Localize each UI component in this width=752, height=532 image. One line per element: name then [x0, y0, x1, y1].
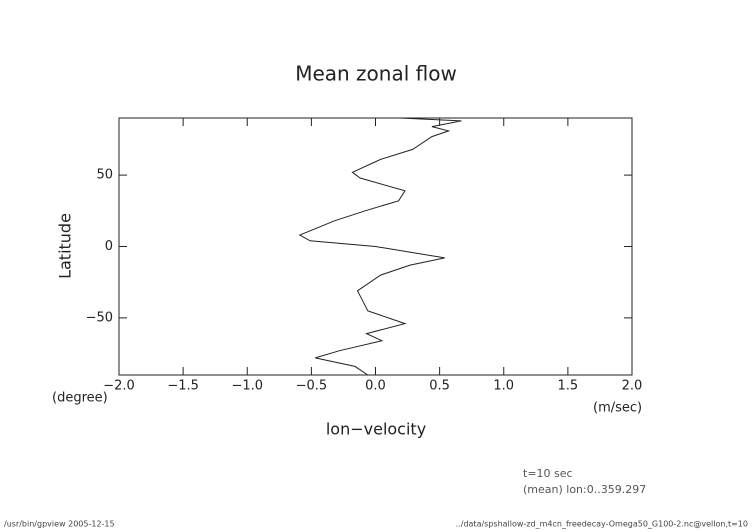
footer-right: ../data/spshallow-zd_m4cn_freedecay-Omeg…	[456, 520, 748, 529]
x-tick-label: 1.5	[558, 379, 579, 394]
y-tick-label: 0	[105, 239, 113, 254]
annotation: (mean) lon:0..359.297	[523, 483, 646, 496]
chart-title: Mean zonal flow	[295, 62, 457, 86]
x-tick-label: 1.0	[493, 379, 514, 394]
x-tick-label: 2.0	[622, 379, 643, 394]
x-tick-label: −0.5	[296, 379, 328, 394]
x-tick-label: 0.0	[365, 379, 386, 394]
x-axis-label: lon−velocity	[326, 420, 426, 439]
footer-left: /usr/bin/gpview 2005-12-15	[4, 520, 115, 529]
y-tick-label: 50	[96, 168, 113, 183]
x-unit: (m/sec)	[593, 401, 642, 416]
x-tick-label: −1.5	[167, 379, 199, 394]
y-axis-label: Latitude	[56, 213, 75, 279]
x-tick-label: −2.0	[103, 379, 135, 394]
y-unit: (degree)	[52, 391, 108, 406]
x-tick-label: −1.0	[231, 379, 263, 394]
y-tick-label: −50	[86, 310, 113, 325]
profile-line	[298, 117, 462, 376]
annotation: t=10 sec	[523, 467, 573, 480]
x-tick-label: 0.5	[429, 379, 450, 394]
